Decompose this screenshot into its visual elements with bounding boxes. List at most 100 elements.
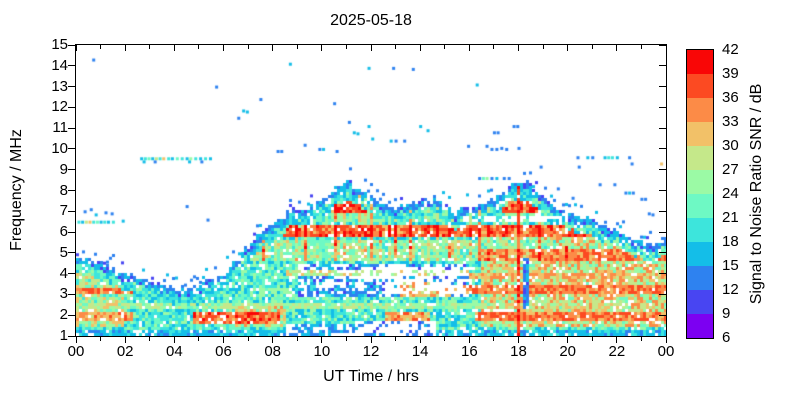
colorbar-tick-label: 6 [722,329,731,346]
x-major-tick-bottom [173,337,175,343]
x-major-tick-bottom [468,337,470,343]
y-tick-label: 12 [51,98,68,116]
x-minor-tick-top [395,45,397,49]
colorbar-band [687,290,713,314]
y-tick-right [659,106,666,108]
x-major-tick-bottom [124,337,126,343]
y-tick-right [659,65,666,67]
y-tick-label: 10 [51,139,68,157]
colorbar-band [687,242,713,266]
x-major-tick-bottom [567,337,569,343]
x-tick-label: 00 [67,343,85,360]
x-minor-tick-bottom [149,337,151,341]
y-tick-right [659,293,666,295]
colorbar-band [687,50,713,74]
y-tick-label: 8 [59,181,68,199]
colorbar-tick-label: 36 [722,89,739,106]
x-tick-label: 10 [313,343,331,360]
y-tick-right [659,231,666,233]
y-tick-label: 2 [59,306,68,324]
y-tick-right [659,44,666,46]
y-tick-label: 13 [51,77,68,95]
y-tick-left [68,314,75,316]
y-tick-label: 14 [51,56,68,74]
x-tick-label: 12 [362,343,380,360]
x-major-tick-bottom [370,337,372,343]
y-tick-label: 7 [59,202,68,220]
y-tick-label: 6 [59,223,68,241]
x-minor-tick-bottom [198,337,200,341]
y-tick-left [68,273,75,275]
y-tick-right [659,190,666,191]
y-tick-right [659,273,666,275]
x-major-tick-bottom [419,337,421,343]
y-tick-right [659,127,666,129]
y-tick-left [68,148,75,150]
x-minor-tick-top [198,45,200,49]
x-major-tick-top [321,45,323,51]
y-tick-right [659,148,666,150]
x-minor-tick-bottom [640,337,642,341]
y-tick-left [68,169,75,171]
y-tick-label: 5 [59,243,68,261]
x-tick-label: 08 [264,343,281,360]
x-minor-tick-bottom [444,337,446,341]
x-major-tick-bottom [665,337,667,343]
y-tick-left [68,190,75,191]
x-minor-tick-bottom [591,337,593,341]
y-tick-left [68,210,75,212]
x-minor-tick-top [493,45,495,49]
x-minor-tick-top [591,45,593,49]
y-tick-left [68,127,75,129]
x-minor-tick-top [100,45,102,49]
y-tick-label: 9 [59,160,68,178]
heatmap-canvas [76,45,666,336]
y-tick-left [68,335,75,337]
x-major-tick-top [518,45,519,51]
colorbar-tick-label: 9 [722,305,731,322]
y-tick-label: 1 [59,327,68,344]
x-major-tick-top [567,45,569,51]
y-tick-right [659,335,666,337]
colorbar [686,49,714,339]
y-tick-label: 3 [59,285,68,303]
colorbar-tick-label: 24 [722,185,739,202]
y-tick-left [68,293,75,295]
colorbar-band [687,74,713,98]
y-tick-left [68,252,75,254]
x-minor-tick-top [247,45,249,49]
colorbar-tick-label: 12 [722,281,739,298]
y-tick-label: 4 [59,264,68,282]
x-minor-tick-bottom [395,337,397,341]
colorbar-tick-label: 39 [722,65,739,82]
y-tick-right [659,169,666,171]
x-minor-tick-bottom [345,337,347,341]
y-tick-left [68,44,75,46]
x-major-tick-top [370,45,372,51]
y-axis-label: Frequency / MHz [8,129,25,251]
x-tick-label: 04 [165,343,183,360]
colorbar-band [687,266,713,290]
y-tick-right [659,210,666,212]
x-tick-label: 14 [411,343,429,360]
colorbar-band [687,194,713,218]
x-major-tick-top [665,45,667,51]
x-major-tick-top [468,45,470,51]
y-tick-left [68,65,75,67]
x-minor-tick-bottom [247,337,249,341]
x-minor-tick-bottom [542,337,544,341]
colorbar-band [687,314,713,338]
x-tick-label: 16 [460,343,478,360]
colorbar-tick-label: 15 [722,257,739,274]
x-minor-tick-top [640,45,642,49]
colorbar-band [687,146,713,170]
x-minor-tick-top [444,45,446,49]
y-tick-right [659,314,666,316]
plot-area [75,44,667,337]
y-tick-label: 11 [52,119,68,137]
x-tick-label: 06 [215,343,232,360]
x-tick-label: 18 [510,343,527,360]
x-major-tick-bottom [518,337,519,343]
x-minor-tick-top [149,45,151,49]
x-tick-label: 02 [116,343,134,360]
